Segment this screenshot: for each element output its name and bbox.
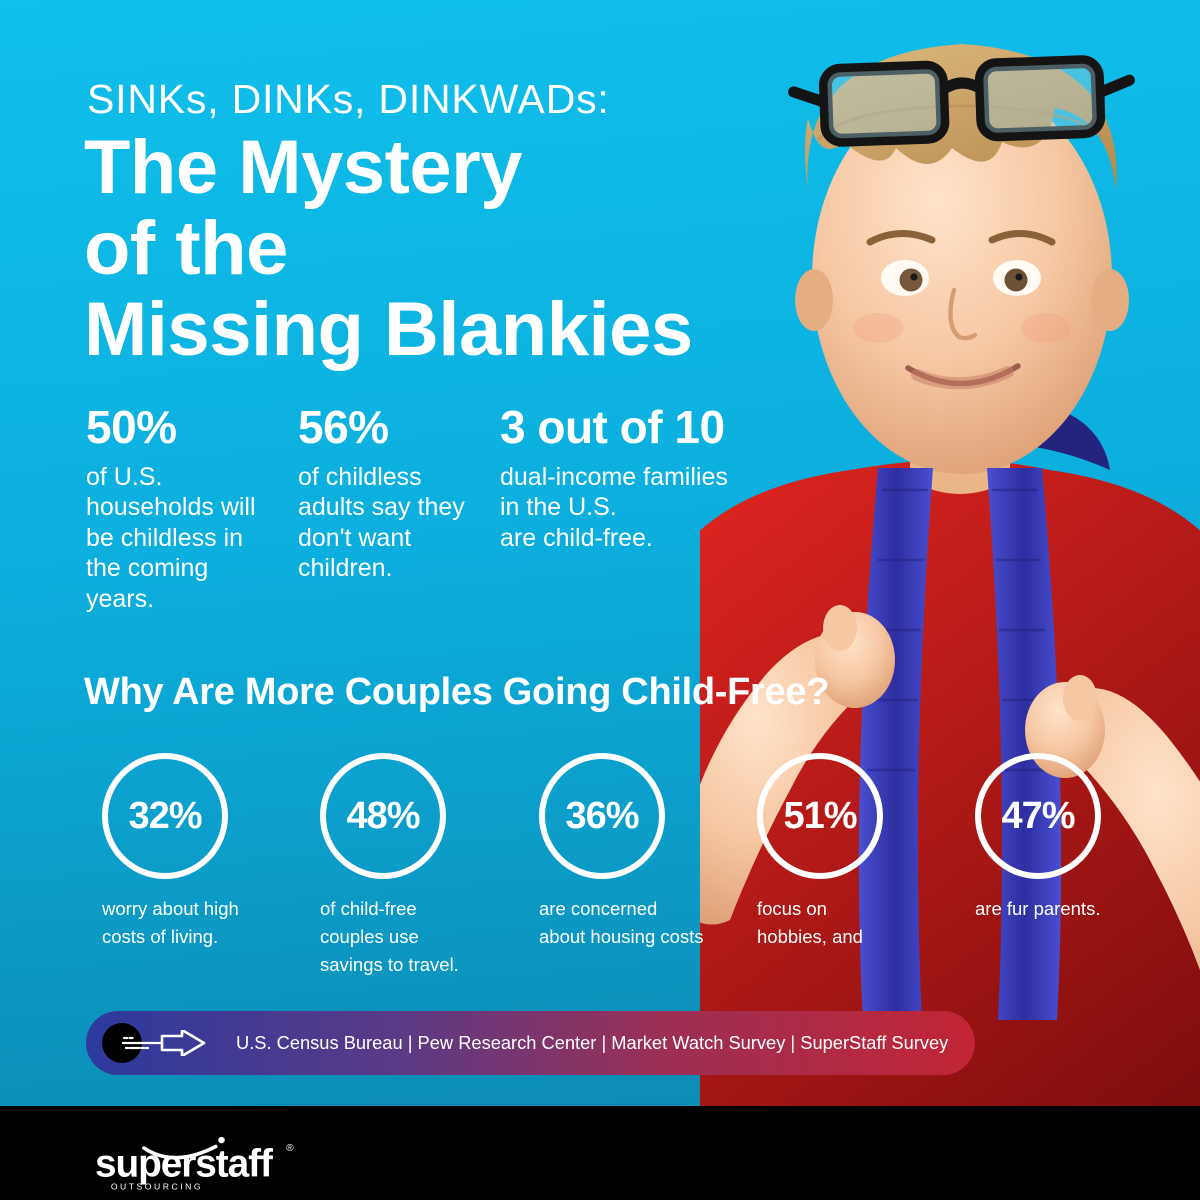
svg-text:superstaff: superstaff — [95, 1143, 273, 1186]
svg-text:®: ® — [286, 1143, 294, 1154]
svg-text:OUTSOURCING: OUTSOURCING — [111, 1182, 203, 1192]
